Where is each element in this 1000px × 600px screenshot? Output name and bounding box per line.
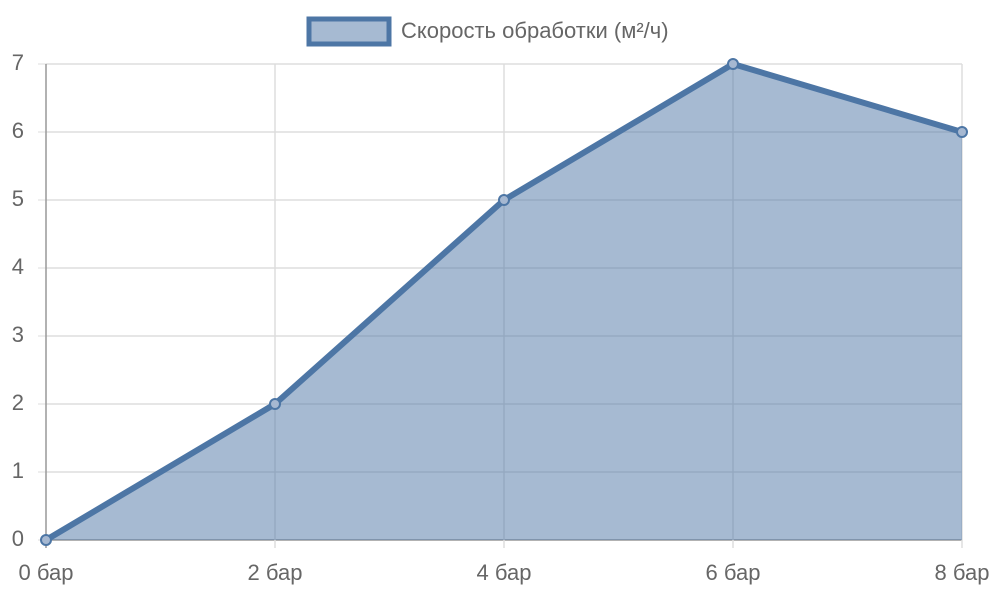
- point: [956, 126, 968, 138]
- y-tick-label: 7: [12, 50, 24, 75]
- y-tick-label: 4: [12, 254, 24, 279]
- x-tick-label: 6 бар: [706, 560, 761, 585]
- area: [46, 64, 962, 540]
- legend-label: Скорость обработки (м²/ч): [401, 18, 669, 43]
- point: [727, 58, 739, 70]
- point: [269, 398, 281, 410]
- point: [40, 534, 52, 546]
- y-tick-label: 2: [12, 390, 24, 415]
- y-tick-label: 5: [12, 186, 24, 211]
- x-tick-label: 2 бар: [248, 560, 303, 585]
- legend-swatch: [306, 16, 392, 47]
- x-tick-label: 4 бар: [477, 560, 532, 585]
- y-tick-label: 0: [12, 526, 24, 551]
- y-tick-label: 1: [12, 458, 24, 483]
- y-tick-label: 6: [12, 118, 24, 143]
- point: [498, 194, 510, 206]
- y-tick-label: 3: [12, 322, 24, 347]
- x-tick-label: 8 бар: [935, 560, 990, 585]
- x-tick-label: 0 бар: [19, 560, 74, 585]
